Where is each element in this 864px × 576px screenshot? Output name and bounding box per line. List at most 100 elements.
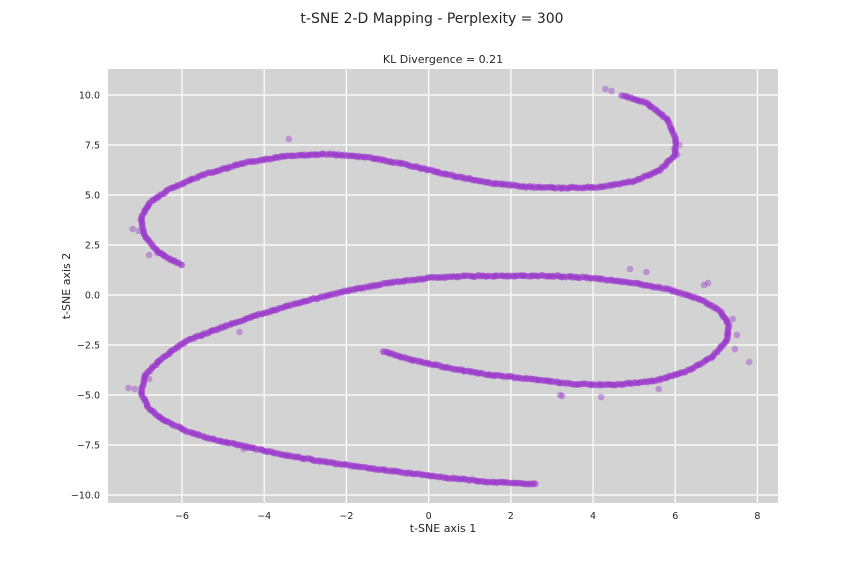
upper-curve-point	[386, 158, 394, 165]
lower-curve-point	[528, 272, 536, 279]
upper-curve-point	[662, 161, 669, 169]
lower-curve-point	[460, 367, 468, 375]
lower-curve-point	[516, 374, 524, 382]
upper-curve-point	[600, 182, 608, 190]
x-tick-label: 6	[672, 511, 678, 522]
y-tick-label: 0.0	[85, 291, 100, 302]
lower-curve-point	[164, 351, 172, 358]
lower-curve-point	[718, 310, 725, 318]
lower-curve-point	[658, 375, 665, 383]
lower-curve-point	[452, 365, 460, 373]
upper-curve-point	[138, 220, 146, 227]
upper-curve-point	[286, 152, 294, 160]
upper-curve-point	[335, 151, 342, 158]
upper-curve-point	[651, 106, 659, 114]
upper-curve-point	[344, 152, 352, 159]
lower-curve-point	[690, 364, 698, 372]
upper-curve-point	[213, 168, 220, 175]
lower-curve-point	[264, 448, 271, 455]
lower-curve-point	[273, 450, 281, 457]
lower-curve-point	[544, 272, 552, 280]
upper-curve-point	[406, 162, 413, 169]
upper-curve-point	[618, 179, 626, 187]
lower-curve-point	[507, 272, 515, 280]
lower-curve-point	[523, 480, 530, 488]
upper-curve-point	[627, 94, 635, 101]
lower-curve-point	[189, 429, 196, 437]
lower-curve-point	[379, 466, 387, 474]
lower-curve-point	[520, 480, 527, 488]
lower-curve-point	[464, 367, 472, 375]
lower-curve-point	[386, 279, 393, 287]
lower-curve-point	[661, 285, 668, 293]
upper-curve-point	[462, 175, 470, 183]
lower-curve-point	[616, 380, 624, 388]
lower-curve-point	[417, 471, 425, 478]
upper-curve-point	[672, 139, 680, 147]
upper-curve-point	[458, 175, 466, 182]
lower-curve-point	[708, 354, 715, 362]
upper-curve-point	[466, 175, 474, 182]
lower-curve-point	[725, 321, 733, 328]
lower-curve-point	[522, 374, 530, 382]
upper-curve-point	[167, 256, 174, 264]
lower-curve-point	[222, 439, 230, 446]
lower-curve-point	[300, 297, 308, 305]
lower-curve-point	[377, 281, 385, 288]
lower-curve-point	[597, 276, 604, 283]
upper-curve-point	[666, 157, 674, 164]
lower-curve-point	[708, 302, 716, 309]
lower-curve-point	[621, 380, 629, 387]
lower-curve-point	[450, 475, 458, 482]
upper-curve-point	[284, 152, 291, 159]
lower-curve-point	[223, 322, 231, 329]
lower-curve-point	[512, 272, 519, 279]
lower-curve-point	[250, 312, 257, 320]
lower-curve-point	[168, 347, 176, 355]
lower-curve-point	[507, 479, 515, 487]
lower-curve-point	[460, 272, 468, 280]
lower-curve-point	[163, 418, 170, 425]
upper-curve-point	[333, 152, 340, 159]
upper-curve-point	[545, 183, 553, 191]
lower-curve-point	[369, 283, 376, 290]
lower-curve-point	[349, 286, 357, 294]
lower-curve-point	[158, 355, 166, 363]
upper-curve-point	[566, 184, 573, 192]
lower-curve-point	[654, 376, 662, 383]
lower-curve-point	[141, 397, 149, 405]
upper-curve-point	[537, 184, 545, 191]
upper-curve-point	[346, 152, 354, 160]
upper-curve-point	[653, 168, 661, 175]
lower-curve-point	[402, 469, 409, 477]
lower-curve-point	[195, 432, 203, 439]
upper-curve-point	[434, 168, 442, 176]
upper-curve-point	[540, 184, 547, 191]
lower-curve-point	[448, 475, 455, 482]
lower-curve-point	[409, 276, 417, 284]
upper-curve-point	[160, 190, 168, 198]
upper-curve-point	[399, 160, 407, 167]
lower-curve-point	[162, 417, 170, 425]
upper-curve-point	[350, 152, 358, 160]
upper-curve-point	[644, 100, 652, 107]
lower-curve-point	[643, 281, 650, 289]
lower-curve-point	[271, 450, 279, 457]
upper-curve-point	[307, 151, 315, 159]
lower-curve-point	[691, 294, 699, 302]
upper-curve-point	[379, 156, 387, 163]
upper-curve-point	[273, 154, 280, 161]
upper-curve-point	[648, 103, 656, 111]
lower-curve-point	[406, 277, 414, 285]
lower-curve-point	[375, 466, 382, 473]
lower-curve-point	[409, 470, 416, 478]
lower-curve-point	[587, 275, 595, 282]
upper-curve-point	[641, 172, 648, 180]
upper-curve-point	[643, 99, 651, 107]
upper-curve-point	[665, 119, 673, 126]
lower-curve-point	[417, 357, 425, 365]
upper-curve-point	[259, 156, 266, 164]
lower-curve-point	[405, 355, 412, 363]
upper-curve-point	[221, 164, 228, 172]
outlier-point	[731, 345, 739, 353]
